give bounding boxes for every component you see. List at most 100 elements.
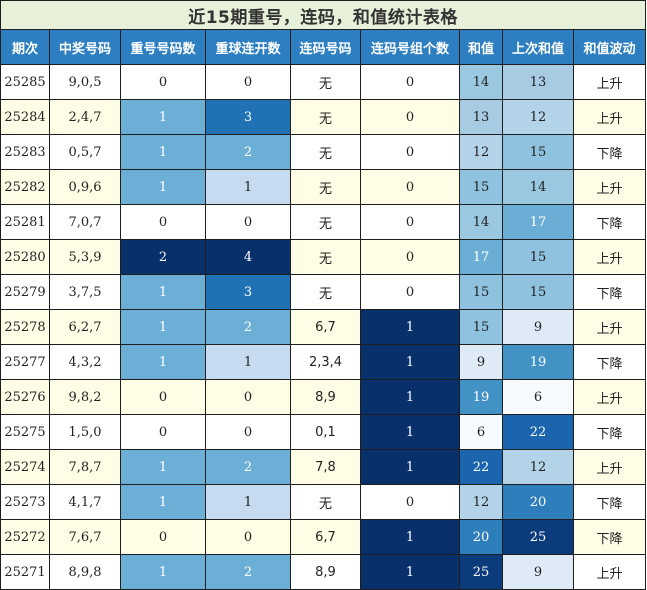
cell-trend: 上升 bbox=[572, 309, 647, 345]
cell-period: 25280 bbox=[0, 239, 50, 275]
cell-prev-sum: 17 bbox=[502, 204, 574, 240]
cell-prev-sum: 15 bbox=[502, 239, 574, 275]
cell-numbers: 2,4,7 bbox=[49, 99, 121, 135]
cell-prev-sum: 6 bbox=[502, 379, 574, 415]
cell-trend: 下降 bbox=[572, 344, 647, 380]
cell-consecutive-groups: 1 bbox=[360, 554, 460, 590]
cell-sum: 15 bbox=[459, 309, 503, 345]
cell-trend: 上升 bbox=[572, 449, 647, 485]
cell-consecutive: 6,7 bbox=[290, 309, 361, 345]
cell-consecutive-groups: 0 bbox=[360, 169, 460, 205]
cell-sum: 25 bbox=[459, 554, 503, 590]
cell-trend: 上升 bbox=[572, 239, 647, 275]
cell-repeat-count: 1 bbox=[120, 134, 206, 170]
table-row: 25275 1,5,0 0 0 0,1 1 6 22 下降 bbox=[0, 414, 647, 450]
table-row: 25276 9,8,2 0 0 8,9 1 19 6 上升 bbox=[0, 379, 647, 415]
table-row: 25272 7,6,7 0 0 6,7 1 20 25 下降 bbox=[0, 519, 647, 555]
table-row: 25282 0,9,6 1 1 无 0 15 14 上升 bbox=[0, 169, 647, 205]
cell-repeat-count: 1 bbox=[120, 344, 206, 380]
cell-prev-sum: 15 bbox=[502, 134, 574, 170]
cell-repeat-streak: 3 bbox=[205, 99, 291, 135]
cell-repeat-streak: 2 bbox=[205, 134, 291, 170]
header-row: 期次 中奖号码 重号号码数 重球连开数 连码号码 连码号组个数 和值 上次和值 … bbox=[0, 29, 647, 65]
cell-period: 25285 bbox=[0, 64, 50, 100]
cell-repeat-streak: 0 bbox=[205, 204, 291, 240]
cell-consecutive-groups: 1 bbox=[360, 344, 460, 380]
cell-repeat-streak: 4 bbox=[205, 239, 291, 275]
cell-period: 25283 bbox=[0, 134, 50, 170]
cell-numbers: 3,7,5 bbox=[49, 274, 121, 310]
cell-numbers: 7,0,7 bbox=[49, 204, 121, 240]
cell-repeat-count: 0 bbox=[120, 414, 206, 450]
cell-consecutive: 无 bbox=[290, 99, 361, 135]
table-row: 25280 5,3,9 2 4 无 0 17 15 上升 bbox=[0, 239, 647, 275]
cell-period: 25279 bbox=[0, 274, 50, 310]
cell-repeat-count: 1 bbox=[120, 99, 206, 135]
cell-repeat-count: 1 bbox=[120, 449, 206, 485]
cell-consecutive-groups: 1 bbox=[360, 309, 460, 345]
cell-trend: 上升 bbox=[572, 99, 647, 135]
header-period: 期次 bbox=[0, 29, 50, 65]
cell-numbers: 7,6,7 bbox=[49, 519, 121, 555]
cell-trend: 下降 bbox=[572, 519, 647, 555]
cell-repeat-count: 1 bbox=[120, 554, 206, 590]
cell-sum: 15 bbox=[459, 274, 503, 310]
table-row: 25274 7,8,7 1 2 7,8 1 22 12 上升 bbox=[0, 449, 647, 485]
cell-period: 25273 bbox=[0, 484, 50, 520]
cell-repeat-streak: 3 bbox=[205, 274, 291, 310]
cell-numbers: 6,2,7 bbox=[49, 309, 121, 345]
cell-consecutive: 6,7 bbox=[290, 519, 361, 555]
table-row: 25279 3,7,5 1 3 无 0 15 15 下降 bbox=[0, 274, 647, 310]
cell-numbers: 7,8,7 bbox=[49, 449, 121, 485]
cell-repeat-count: 1 bbox=[120, 309, 206, 345]
table-row: 25271 8,9,8 1 2 8,9 1 25 9 上升 bbox=[0, 554, 647, 590]
table-body: 25285 9,0,5 0 0 无 0 14 13 上升 25284 2,4,7 1 3 无 0 13 12 上升… bbox=[0, 64, 647, 590]
cell-repeat-streak: 0 bbox=[205, 64, 291, 100]
cell-period: 25281 bbox=[0, 204, 50, 240]
cell-trend: 下降 bbox=[572, 274, 647, 310]
cell-sum: 12 bbox=[459, 134, 503, 170]
cell-sum: 20 bbox=[459, 519, 503, 555]
cell-numbers: 9,0,5 bbox=[49, 64, 121, 100]
cell-period: 25284 bbox=[0, 99, 50, 135]
cell-trend: 上升 bbox=[572, 169, 647, 205]
cell-repeat-streak: 2 bbox=[205, 449, 291, 485]
table-row: 25285 9,0,5 0 0 无 0 14 13 上升 bbox=[0, 64, 647, 100]
cell-repeat-streak: 2 bbox=[205, 554, 291, 590]
cell-numbers: 8,9,8 bbox=[49, 554, 121, 590]
cell-sum: 9 bbox=[459, 344, 503, 380]
table-row: 25284 2,4,7 1 3 无 0 13 12 上升 bbox=[0, 99, 647, 135]
cell-sum: 15 bbox=[459, 169, 503, 205]
cell-repeat-count: 0 bbox=[120, 64, 206, 100]
table-row: 25277 4,3,2 1 1 2,3,4 1 9 19 下降 bbox=[0, 344, 647, 380]
cell-numbers: 0,5,7 bbox=[49, 134, 121, 170]
cell-repeat-count: 0 bbox=[120, 379, 206, 415]
cell-prev-sum: 20 bbox=[502, 484, 574, 520]
header-consecutive: 连码号码 bbox=[290, 29, 361, 65]
cell-repeat-streak: 0 bbox=[205, 414, 291, 450]
cell-consecutive-groups: 1 bbox=[360, 379, 460, 415]
cell-repeat-streak: 1 bbox=[205, 344, 291, 380]
cell-sum: 6 bbox=[459, 414, 503, 450]
cell-consecutive: 无 bbox=[290, 274, 361, 310]
cell-consecutive: 0,1 bbox=[290, 414, 361, 450]
table-title: 近15期重号，连码，和值统计表格 bbox=[0, 0, 647, 30]
cell-numbers: 4,1,7 bbox=[49, 484, 121, 520]
cell-period: 25276 bbox=[0, 379, 50, 415]
cell-consecutive: 无 bbox=[290, 134, 361, 170]
cell-period: 25282 bbox=[0, 169, 50, 205]
cell-consecutive-groups: 0 bbox=[360, 99, 460, 135]
cell-trend: 上升 bbox=[572, 64, 647, 100]
cell-consecutive: 2,3,4 bbox=[290, 344, 361, 380]
cell-prev-sum: 15 bbox=[502, 274, 574, 310]
cell-consecutive-groups: 0 bbox=[360, 484, 460, 520]
cell-consecutive-groups: 1 bbox=[360, 449, 460, 485]
cell-consecutive: 8,9 bbox=[290, 554, 361, 590]
cell-period: 25275 bbox=[0, 414, 50, 450]
header-consecutive-groups: 连码号组个数 bbox=[360, 29, 460, 65]
cell-period: 25278 bbox=[0, 309, 50, 345]
cell-trend: 上升 bbox=[572, 554, 647, 590]
cell-repeat-streak: 2 bbox=[205, 309, 291, 345]
header-repeat-streak: 重球连开数 bbox=[205, 29, 291, 65]
cell-prev-sum: 9 bbox=[502, 309, 574, 345]
